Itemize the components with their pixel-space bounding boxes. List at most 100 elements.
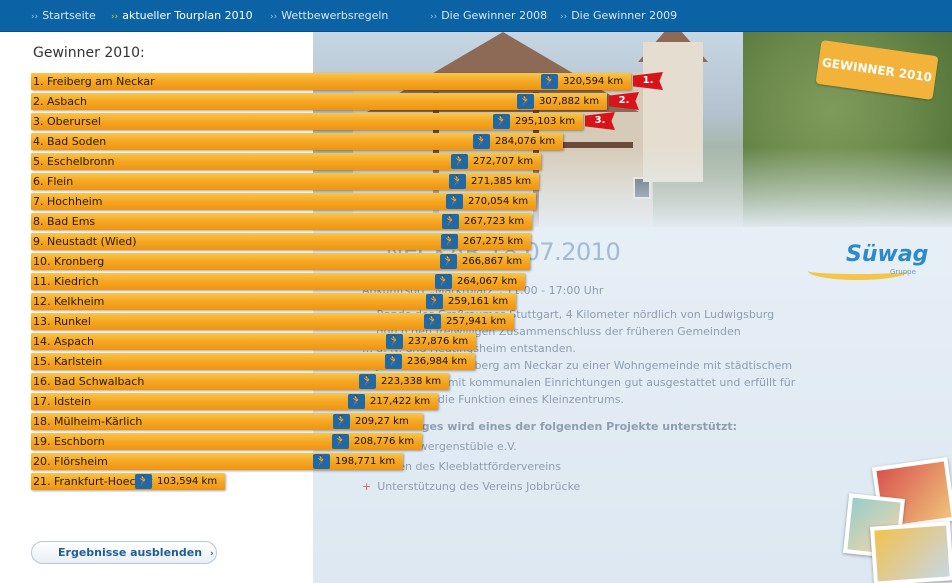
winner-km: 284,076 km: [495, 136, 556, 147]
nav-item-wettbewerbsregeln[interactable]: ›› Wettbewerbsregeln: [270, 9, 389, 22]
winner-label: 15. Karlstein: [33, 355, 103, 368]
runner-icon: 🏃: [385, 354, 402, 369]
chevron-right-icon: ››: [560, 12, 568, 22]
winner-km: 271,385 km: [471, 176, 532, 187]
winner-label: 11. Kiedrich: [33, 275, 99, 288]
winner-bar: [31, 353, 475, 370]
winner-km: 307,882 km: [539, 96, 600, 107]
runner-icon: 🏃: [517, 94, 534, 109]
runner-icon: 🏃: [441, 234, 458, 249]
hide-results-button[interactable]: Ergebnisse ausblenden ›: [31, 541, 217, 564]
runner-icon: 🏃: [333, 414, 350, 429]
rank-flag-icon: 1.: [633, 72, 663, 90]
winner-bar: [31, 413, 423, 430]
winner-km: 217,422 km: [370, 396, 431, 407]
winner-km: 257,941 km: [446, 316, 507, 327]
chevron-right-icon: ››: [270, 12, 278, 22]
runner-icon: 🏃: [386, 334, 403, 349]
runner-icon: 🏃: [451, 154, 468, 169]
winner-bar: [31, 333, 476, 350]
runner-icon: 🏃: [435, 274, 452, 289]
nav-item-tourplan[interactable]: ›› aktueller Tourplan 2010: [111, 9, 253, 22]
winner-km: 264,067 km: [457, 276, 518, 287]
winner-label: 10. Kronberg: [33, 255, 105, 268]
nav-item-gewinner-2008[interactable]: ›› Die Gewinner 2008: [430, 9, 548, 22]
winner-label: 21. Frankfurt-Hoechst: [33, 475, 153, 488]
suewag-logo-sub: Gruppe: [890, 268, 916, 276]
winner-label: 8. Bad Ems: [33, 215, 96, 228]
runner-icon: 🏃: [424, 314, 441, 329]
winner-bar: [31, 233, 531, 250]
event-description-line: … Einwohner die Funktion eines Kleinzent…: [362, 393, 624, 406]
runner-icon: 🏃: [348, 394, 365, 409]
winner-bar: [31, 373, 449, 390]
rank-flag-icon: 2.: [609, 92, 639, 110]
runner-icon: 🏃: [426, 294, 443, 309]
suewag-swoosh: [808, 262, 908, 280]
winner-label: 1. Freiberg am Neckar: [33, 75, 155, 88]
runner-icon: 🏃: [313, 454, 330, 469]
winner-km: 198,771 km: [335, 456, 396, 467]
winner-km: 237,876 km: [408, 336, 469, 347]
rank-flag-icon: 3.: [585, 112, 615, 130]
nav-item-startseite[interactable]: ›› Startseite: [31, 9, 96, 22]
chevron-right-icon: ››: [31, 12, 39, 22]
winner-km: 208,776 km: [354, 436, 415, 447]
winner-km: 295,103 km: [515, 116, 576, 127]
photo-stack: [843, 457, 952, 583]
winner-label: 18. Mülheim-Kärlich: [33, 415, 143, 428]
runner-icon: 🏃: [493, 114, 510, 129]
event-description-line: … Die Stadt ist mit kommunalen Einrichtu…: [362, 376, 796, 389]
winner-km: 223,338 km: [381, 376, 442, 387]
winner-km: 209,27 km: [355, 416, 409, 427]
winner-km: 272,707 km: [473, 156, 534, 167]
winner-km: 270,054 km: [468, 196, 529, 207]
winner-bar: [31, 113, 583, 130]
nav-item-gewinner-2009[interactable]: ›› Die Gewinner 2009: [560, 9, 678, 22]
chevron-right-icon: ››: [430, 12, 438, 22]
runner-icon: 🏃: [473, 134, 490, 149]
winner-km: 103,594 km: [157, 476, 218, 487]
winner-bar: [31, 293, 516, 310]
runner-icon: 🏃: [449, 174, 466, 189]
winner-km: 320,594 km: [563, 76, 624, 87]
winner-bar: [31, 173, 539, 190]
chevron-right-icon: ›: [210, 549, 214, 559]
winner-label: 4. Bad Soden: [33, 135, 107, 148]
runner-icon: 🏃: [446, 194, 463, 209]
winner-label: 3. Oberursel: [33, 115, 101, 128]
winner-label: 14. Aspach: [33, 335, 94, 348]
runner-icon: 🏃: [442, 214, 459, 229]
winner-bar: [31, 433, 422, 450]
winner-bar: [31, 153, 541, 170]
winner-label: 7. Hochheim: [33, 195, 103, 208]
winner-bar: [31, 73, 631, 90]
winner-bar: [31, 313, 514, 330]
winner-bar: [31, 393, 438, 410]
runner-icon: 🏃: [440, 254, 457, 269]
winner-label: 5. Eschelbronn: [33, 155, 115, 168]
runner-icon: 🏃: [135, 474, 152, 489]
runner-icon: 🏃: [359, 374, 376, 389]
chevron-right-icon: ››: [111, 12, 119, 22]
winner-bar: [31, 193, 536, 210]
project-item: + Unterstützung des Vereins Jobbrücke: [362, 480, 581, 493]
winner-label: 20. Flörsheim: [33, 455, 108, 468]
winner-bar: [31, 253, 530, 270]
winner-km: 266,867 km: [462, 256, 523, 267]
winner-bar: [31, 213, 532, 230]
winner-label: 2. Asbach: [33, 95, 87, 108]
runner-icon: 🏃: [332, 434, 349, 449]
winner-label: 16. Bad Schwalbach: [33, 375, 145, 388]
plus-icon: +: [362, 480, 372, 493]
winner-km: 259,161 km: [448, 296, 509, 307]
winner-bar: [31, 273, 525, 290]
winner-label: 19. Eschborn: [33, 435, 105, 448]
winner-label: 9. Neustadt (Wied): [33, 235, 137, 248]
winner-bar: [31, 133, 563, 150]
winner-label: 12. Kelkheim: [33, 295, 105, 308]
winner-km: 236,984 km: [407, 356, 468, 367]
suewag-logo: Süwag: [846, 242, 929, 267]
winner-label: 17. Idstein: [33, 395, 92, 408]
winner-bar: [31, 93, 607, 110]
